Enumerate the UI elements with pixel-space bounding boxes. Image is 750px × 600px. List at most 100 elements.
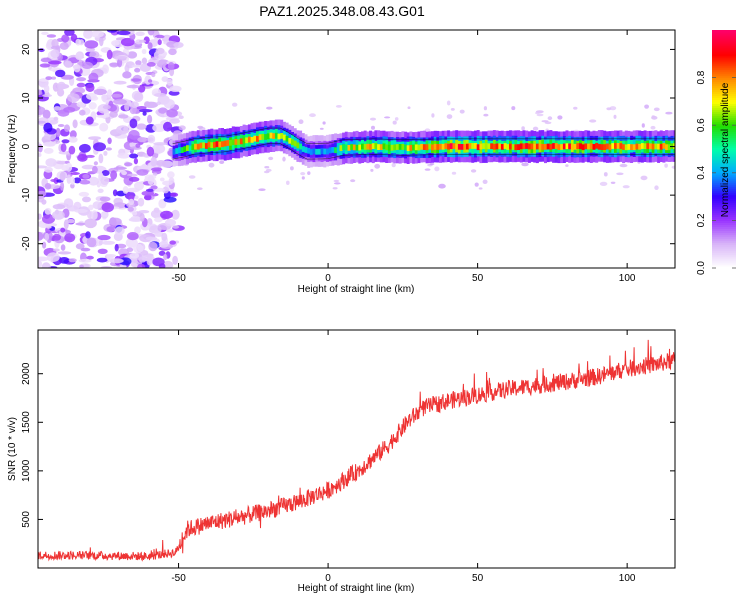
- ridge-segment: [307, 147, 311, 154]
- speckle-blob: [470, 169, 477, 173]
- ridge-segment: [242, 137, 246, 144]
- noise-blob: [151, 143, 166, 154]
- noise-blob: [57, 251, 72, 255]
- ridge-segment: [385, 144, 389, 151]
- ridge-segment: [557, 144, 561, 150]
- colorbar-step: [712, 204, 736, 208]
- ridge-segment: [605, 143, 609, 150]
- colorbar-step: [712, 131, 736, 134]
- colorbar-step: [712, 107, 736, 110]
- ridge-segment: [573, 143, 577, 150]
- noise-blob: [68, 145, 76, 155]
- noise-blob: [134, 181, 144, 191]
- colorbar-step: [712, 190, 736, 194]
- noise-blob: [41, 31, 49, 35]
- ridge-segment: [498, 143, 502, 150]
- noise-blob: [67, 93, 80, 103]
- noise-blob: [51, 38, 59, 48]
- y-tick-label: 20: [21, 43, 32, 55]
- colorbar-step: [712, 83, 736, 87]
- ridge-segment: [522, 143, 526, 150]
- noise-blob: [73, 177, 82, 184]
- ridge-segment: [468, 143, 472, 149]
- ridge-segment: [649, 143, 652, 150]
- noise-blob: [55, 69, 66, 78]
- noise-blob: [82, 174, 90, 179]
- noise-blob: [44, 166, 53, 173]
- snr-frame: [37, 329, 676, 569]
- noise-blob: [86, 92, 97, 100]
- noise-blob: [128, 129, 140, 140]
- ridge-segment: [552, 143, 556, 149]
- noise-blob: [99, 196, 111, 202]
- ridge-segment: [401, 144, 405, 150]
- noise-blob: [68, 136, 78, 143]
- noise-blob: [133, 157, 138, 165]
- colorbar-step: [712, 145, 736, 148]
- noise-blob: [148, 241, 158, 252]
- noise-blob: [100, 176, 110, 185]
- ridge-segment: [589, 143, 593, 150]
- ridge-segment: [638, 143, 642, 150]
- ridge-segment: [194, 143, 198, 150]
- noise-blob: [139, 234, 152, 243]
- noise-blob: [38, 260, 42, 268]
- noise-blob: [85, 231, 91, 239]
- ridge-segment: [213, 142, 216, 148]
- noise-blob: [163, 121, 173, 132]
- ridge-segment: [183, 146, 187, 152]
- ridge-segment: [420, 143, 424, 150]
- ridge-segment: [444, 143, 448, 149]
- noise-blob: [131, 78, 141, 82]
- noise-blob: [41, 199, 47, 205]
- noise-blob: [137, 136, 148, 143]
- ridge-segment: [312, 148, 316, 155]
- noise-blob: [156, 101, 162, 106]
- noise-blob: [150, 209, 163, 219]
- colorbar-step: [712, 45, 736, 49]
- ridge-segment: [466, 143, 469, 150]
- spectrogram-y-ticks: -20 -10 0 10 20: [21, 43, 675, 251]
- x-tick-label: 100: [619, 273, 636, 284]
- noise-blob: [134, 226, 141, 234]
- noise-blob: [46, 252, 60, 263]
- colorbar-step: [712, 166, 736, 170]
- speckle-blob: [178, 115, 184, 119]
- ridge-segment: [221, 141, 224, 147]
- colorbar-step: [712, 174, 736, 178]
- noise-blob: [134, 195, 139, 200]
- ridge-segment: [301, 146, 305, 152]
- ridge-segment: [231, 139, 235, 146]
- noise-blob: [80, 247, 91, 252]
- speckle-blob: [609, 106, 617, 111]
- speckle-blob: [603, 172, 608, 177]
- snr-x-ticks: -50 0 50 100: [171, 330, 636, 584]
- speckle-blob: [319, 127, 324, 130]
- colorbar-step: [712, 184, 736, 188]
- colorbar-step: [712, 194, 736, 198]
- colorbar-step: [712, 97, 736, 101]
- noise-blob: [43, 141, 56, 147]
- ridge-segment: [355, 144, 359, 151]
- speckle-blob: [654, 185, 659, 190]
- noise-blob: [127, 51, 138, 59]
- ridge-segment: [622, 144, 626, 150]
- noise-blob: [150, 156, 157, 167]
- colorbar-step: [712, 59, 736, 63]
- speckle-blob: [606, 107, 612, 111]
- colorbar-step: [712, 113, 736, 116]
- speckle-blob: [374, 163, 381, 169]
- noise-blob: [129, 252, 140, 259]
- ridge-segment: [226, 140, 230, 146]
- ridge-segment: [317, 148, 321, 155]
- noise-blob: [135, 60, 142, 66]
- noise-blob: [124, 162, 133, 167]
- ridge-segment: [549, 144, 553, 150]
- ridge-segment: [584, 143, 588, 150]
- noise-blob: [53, 116, 59, 121]
- noise-blob: [172, 225, 180, 229]
- noise-blob: [133, 243, 144, 254]
- speckle-blob: [332, 187, 338, 190]
- colorbar-step: [712, 121, 736, 124]
- speckle-blob: [616, 172, 624, 176]
